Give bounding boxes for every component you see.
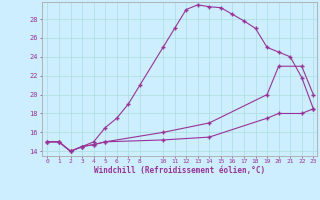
X-axis label: Windchill (Refroidissement éolien,°C): Windchill (Refroidissement éolien,°C): [94, 166, 265, 175]
